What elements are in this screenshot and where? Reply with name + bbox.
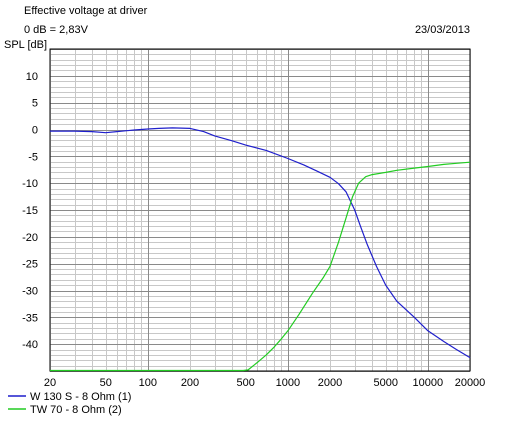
y-tick-labels: 10 5 0 -5 -10 -15 -20 -25 -30 -35 -40 xyxy=(22,71,38,351)
y-tick-label: 0 xyxy=(32,125,38,137)
series-layer xyxy=(50,127,471,372)
y-tick-label: -20 xyxy=(22,232,38,244)
x-tick-label: 2000 xyxy=(318,377,342,389)
y-tick-label: -15 xyxy=(22,205,38,217)
y-axis-label: SPL [dB] xyxy=(4,39,47,51)
x-tick-label: 20000 xyxy=(455,377,486,389)
y-tick-label: 10 xyxy=(26,71,38,83)
y-tick-label: -10 xyxy=(22,178,38,190)
y-tick-label: -35 xyxy=(22,312,38,324)
chart-title: Effective voltage at driver xyxy=(24,5,148,17)
y-tick-label: -5 xyxy=(28,151,38,163)
x-tick-label: 10000 xyxy=(413,377,444,389)
x-tick-label: 200 xyxy=(181,377,199,389)
chart-date: 23/03/2013 xyxy=(415,24,470,36)
plot-frame xyxy=(49,48,471,372)
x-tick-labels: 20 50 100 200 500 1000 2000 5000 10000 20000 xyxy=(44,377,485,389)
y-tick-label: -30 xyxy=(22,286,38,298)
x-tick-label: 50 xyxy=(100,377,112,389)
y-tick-label: -40 xyxy=(22,339,38,351)
legend-label-2: TW 70 - 8 Ohm (2) xyxy=(30,404,122,416)
x-tick-label: 20 xyxy=(44,377,56,389)
x-tick-label: 5000 xyxy=(373,377,397,389)
series-line-2 xyxy=(50,161,471,372)
y-tick-label: -25 xyxy=(22,259,38,271)
series-line-1 xyxy=(50,127,471,359)
x-tick-label: 100 xyxy=(139,377,157,389)
legend: W 130 S - 8 Ohm (1)TW 70 - 8 Ohm (2) xyxy=(8,391,131,416)
chart-subtitle: 0 dB = 2,83V xyxy=(24,24,89,36)
y-tick-label: 5 xyxy=(32,98,38,110)
x-tick-label: 500 xyxy=(237,377,255,389)
x-tick-label: 1000 xyxy=(276,377,300,389)
legend-label-1: W 130 S - 8 Ohm (1) xyxy=(30,391,131,403)
